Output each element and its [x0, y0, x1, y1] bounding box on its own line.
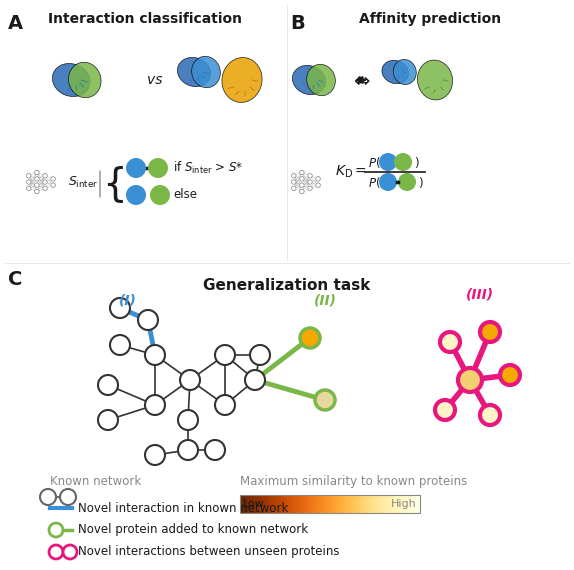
Circle shape: [300, 189, 304, 194]
Text: Low: Low: [243, 499, 265, 509]
Ellipse shape: [307, 64, 335, 96]
Circle shape: [316, 177, 320, 181]
Text: Novel interaction in known network: Novel interaction in known network: [78, 502, 288, 515]
Ellipse shape: [292, 66, 325, 95]
Circle shape: [34, 170, 39, 175]
Circle shape: [379, 173, 397, 191]
Circle shape: [308, 180, 312, 184]
Circle shape: [315, 390, 335, 410]
Text: $)$: $)$: [414, 154, 420, 169]
Text: Affinity prediction: Affinity prediction: [359, 12, 501, 26]
Circle shape: [308, 186, 312, 190]
Circle shape: [500, 365, 520, 385]
Circle shape: [42, 173, 47, 178]
Circle shape: [126, 185, 146, 205]
Circle shape: [110, 335, 130, 355]
Text: Generalization task: Generalization task: [203, 278, 371, 293]
Circle shape: [26, 186, 31, 190]
Circle shape: [398, 173, 416, 191]
Circle shape: [138, 310, 158, 330]
Circle shape: [26, 180, 31, 184]
Circle shape: [292, 186, 296, 190]
Circle shape: [178, 410, 198, 430]
Circle shape: [34, 183, 39, 188]
Ellipse shape: [192, 56, 220, 88]
Ellipse shape: [222, 58, 262, 103]
Text: High: High: [391, 499, 417, 509]
Circle shape: [394, 153, 412, 171]
Text: vs: vs: [148, 73, 163, 87]
Text: $P($: $P($: [368, 154, 381, 169]
Circle shape: [126, 158, 146, 178]
Ellipse shape: [417, 60, 452, 100]
Circle shape: [34, 189, 39, 194]
Circle shape: [300, 170, 304, 175]
Circle shape: [49, 545, 63, 559]
Text: $P($: $P($: [368, 174, 381, 189]
Circle shape: [98, 375, 118, 395]
Text: $S_\mathrm{inter}$: $S_\mathrm{inter}$: [68, 174, 98, 190]
Circle shape: [480, 405, 500, 425]
Text: Known network: Known network: [50, 475, 141, 488]
Circle shape: [300, 177, 304, 181]
Ellipse shape: [68, 62, 101, 97]
Circle shape: [145, 345, 165, 365]
Text: (III): (III): [466, 288, 494, 302]
Ellipse shape: [393, 59, 416, 84]
Ellipse shape: [382, 60, 409, 84]
Text: else: else: [173, 189, 197, 202]
Circle shape: [308, 173, 312, 178]
Circle shape: [178, 440, 198, 460]
Text: C: C: [8, 270, 22, 289]
Text: Novel protein added to known network: Novel protein added to known network: [78, 523, 308, 536]
Circle shape: [150, 185, 170, 205]
Text: $\Leftrightarrow$: $\Leftrightarrow$: [350, 71, 371, 89]
Circle shape: [51, 183, 55, 188]
Circle shape: [34, 177, 39, 181]
Circle shape: [215, 395, 235, 415]
Circle shape: [215, 345, 235, 365]
Ellipse shape: [177, 58, 211, 87]
Circle shape: [145, 445, 165, 465]
Circle shape: [292, 180, 296, 184]
Circle shape: [60, 489, 76, 505]
Circle shape: [42, 186, 47, 190]
Circle shape: [49, 523, 63, 537]
Text: if $S_\mathrm{inter}$ > $S$*: if $S_\mathrm{inter}$ > $S$*: [173, 160, 243, 176]
Circle shape: [205, 440, 225, 460]
Text: (II): (II): [313, 293, 336, 307]
Text: (I): (I): [119, 293, 137, 307]
Circle shape: [180, 370, 200, 390]
Ellipse shape: [52, 63, 90, 96]
Circle shape: [316, 183, 320, 188]
Circle shape: [292, 173, 296, 178]
Circle shape: [26, 173, 31, 178]
Circle shape: [245, 370, 265, 390]
Text: Interaction classification: Interaction classification: [48, 12, 242, 26]
Text: $K_\mathrm{D}=$: $K_\mathrm{D}=$: [335, 164, 367, 180]
Circle shape: [98, 410, 118, 430]
Text: {: {: [102, 165, 127, 203]
Circle shape: [379, 153, 397, 171]
Circle shape: [300, 328, 320, 348]
Circle shape: [435, 400, 455, 420]
Circle shape: [40, 489, 56, 505]
Circle shape: [480, 322, 500, 342]
Text: Maximum similarity to known proteins: Maximum similarity to known proteins: [240, 475, 467, 488]
Text: Novel interactions between unseen proteins: Novel interactions between unseen protei…: [78, 545, 339, 559]
Circle shape: [110, 298, 130, 318]
Text: A: A: [8, 14, 23, 33]
Text: B: B: [290, 14, 305, 33]
Circle shape: [63, 545, 77, 559]
Circle shape: [42, 180, 47, 184]
Text: $)$: $)$: [418, 174, 424, 189]
Circle shape: [300, 183, 304, 188]
Circle shape: [440, 332, 460, 352]
Circle shape: [458, 368, 482, 392]
Circle shape: [250, 345, 270, 365]
Circle shape: [145, 395, 165, 415]
Circle shape: [51, 177, 55, 181]
Circle shape: [148, 158, 168, 178]
